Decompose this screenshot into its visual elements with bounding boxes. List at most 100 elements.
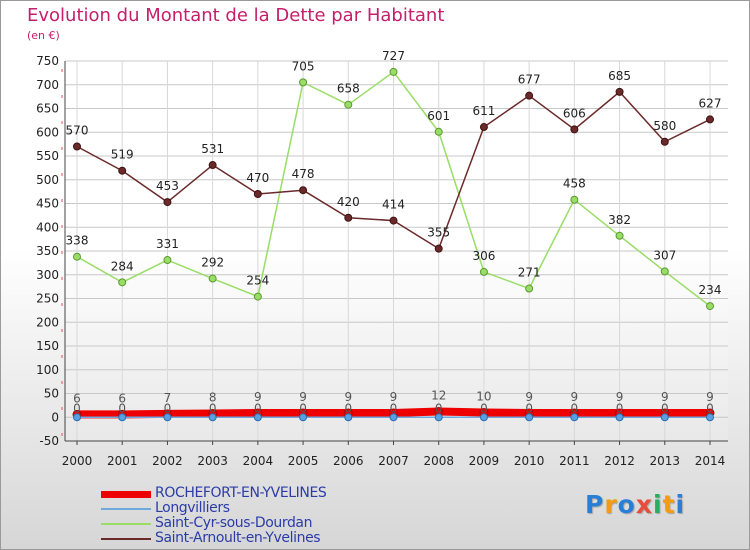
data-point-saint-cyr-sous-dourdan (163, 256, 172, 265)
legend-label-rochefort: ROCHEFORT-EN-YVELINES (155, 485, 327, 501)
data-label-saint-cyr-sous-dourdan: 705 (292, 59, 315, 73)
data-label-saint-arnoult-en-yvelines: 355 (427, 226, 450, 240)
data-label-saint-cyr-sous-dourdan: 458 (563, 177, 586, 191)
data-label-saint-cyr-sous-dourdan: 254 (246, 274, 269, 288)
data-label-longvilliers: 0 (73, 401, 81, 415)
legend-label-saint-cyr: Saint-Cyr-sous-Dourdan (155, 515, 313, 531)
data-point-saint-cyr-sous-dourdan (73, 252, 81, 261)
logo-letter: P (585, 490, 605, 519)
data-point-saint-arnoult-en-yvelines (615, 87, 624, 96)
data-label-saint-cyr-sous-dourdan: 727 (382, 49, 405, 63)
x-tick-label: 2011 (559, 454, 590, 468)
y-tick-label: 700 (36, 78, 59, 92)
data-label-saint-arnoult-en-yvelines: 580 (653, 119, 676, 133)
legend-swatch-saint-cyr (101, 523, 151, 525)
data-label-rochefort-en-yvelines: 9 (299, 390, 307, 404)
data-point-saint-cyr-sous-dourdan (615, 231, 624, 240)
data-label-saint-arnoult-en-yvelines: 453 (156, 179, 179, 193)
logo-letter: i (675, 490, 686, 519)
logo-letter: x (635, 490, 653, 519)
data-point-saint-arnoult-en-yvelines (208, 161, 217, 170)
data-label-saint-arnoult-en-yvelines: 531 (201, 142, 224, 156)
data-point-longvilliers (208, 413, 217, 422)
data-label-saint-arnoult-en-yvelines: 478 (292, 167, 315, 181)
data-point-saint-arnoult-en-yvelines (434, 244, 443, 253)
data-label-saint-arnoult-en-yvelines: 685 (608, 69, 631, 83)
x-tick-label: 2006 (333, 454, 364, 468)
data-label-longvilliers: 0 (254, 401, 262, 415)
data-point-longvilliers (660, 413, 669, 422)
y-tick-label: 0 (51, 410, 59, 424)
data-label-saint-arnoult-en-yvelines: 414 (382, 198, 405, 212)
data-point-longvilliers (570, 413, 579, 422)
x-tick-label: 2004 (243, 454, 274, 468)
data-point-saint-arnoult-en-yvelines (163, 198, 172, 207)
data-label-longvilliers: 0 (661, 401, 669, 415)
y-tick-label: 750 (36, 54, 59, 68)
series-lines (72, 67, 715, 422)
data-point-longvilliers (344, 413, 353, 422)
data-label-saint-arnoult-en-yvelines: 627 (699, 96, 722, 110)
chart-subtitle: (en €) (27, 29, 60, 42)
data-label-longvilliers: 0 (390, 401, 398, 415)
data-label-rochefort-en-yvelines: 6 (73, 391, 81, 405)
y-tick-label: 600 (36, 125, 59, 139)
logo-letter: o (617, 490, 636, 519)
data-label-rochefort-en-yvelines: 8 (209, 390, 217, 404)
data-label-rochefort-en-yvelines: 7 (164, 391, 172, 405)
data-label-rochefort-en-yvelines: 9 (706, 390, 714, 404)
data-point-saint-arnoult-en-yvelines (570, 125, 579, 134)
y-tick-label: -50 (39, 434, 59, 448)
data-point-saint-cyr-sous-dourdan (660, 267, 669, 276)
data-point-longvilliers (479, 413, 488, 422)
data-point-saint-arnoult-en-yvelines (299, 186, 308, 195)
data-point-longvilliers (389, 413, 398, 422)
x-tick-label: 2013 (650, 454, 681, 468)
legend-label-saint-arnoult: Saint-Arnoult-en-Yvelines (155, 530, 321, 546)
data-label-longvilliers: 0 (299, 401, 307, 415)
data-point-saint-cyr-sous-dourdan (706, 302, 714, 311)
data-label-saint-arnoult-en-yvelines: 611 (472, 104, 495, 118)
data-label-longvilliers: 0 (435, 401, 443, 415)
data-point-saint-arnoult-en-yvelines (479, 123, 488, 132)
data-label-longvilliers: 0 (706, 401, 714, 415)
data-label-saint-arnoult-en-yvelines: 420 (337, 195, 360, 209)
x-tick-label: 2014 (695, 454, 726, 468)
y-tick-label: 50 (44, 387, 59, 401)
data-point-saint-cyr-sous-dourdan (525, 284, 534, 293)
axes: -500501001502002503003504004505005506006… (36, 54, 728, 468)
data-label-saint-cyr-sous-dourdan: 292 (201, 256, 224, 270)
y-tick-label: 400 (36, 220, 59, 234)
chart-title: Evolution du Montant de la Dette par Hab… (27, 5, 445, 26)
x-tick-label: 2010 (514, 454, 545, 468)
data-label-saint-arnoult-en-yvelines: 570 (66, 124, 89, 138)
x-tick-label: 2012 (604, 454, 635, 468)
data-point-saint-cyr-sous-dourdan (208, 274, 217, 283)
legend-swatch-saint-arnoult (101, 538, 151, 540)
data-label-rochefort-en-yvelines: 9 (390, 390, 398, 404)
x-tick-label: 2001 (107, 454, 138, 468)
data-label-rochefort-en-yvelines: 9 (616, 390, 624, 404)
grid (65, 60, 728, 442)
legend-swatch-longvilliers (101, 508, 151, 510)
data-point-longvilliers (73, 413, 81, 422)
data-point-saint-cyr-sous-dourdan (299, 78, 308, 87)
data-label-longvilliers: 0 (344, 401, 352, 415)
data-point-saint-arnoult-en-yvelines (253, 190, 262, 198)
data-point-saint-arnoult-en-yvelines (706, 115, 714, 124)
y-tick-label: 300 (36, 268, 59, 282)
data-labels: 6 6 7 8 9 9 9 9 12 10 9 9 9 9 90 0 0 0 0 0 0 0 0 0 0 0 0 0 033828433… (66, 49, 722, 415)
x-tick-label: 2009 (469, 454, 500, 468)
data-label-saint-arnoult-en-yvelines: 519 (111, 148, 134, 162)
y-tick-label: 450 (36, 197, 59, 211)
logo-letter: r (604, 490, 618, 519)
data-label-saint-cyr-sous-dourdan: 382 (608, 213, 631, 227)
data-label-saint-cyr-sous-dourdan: 307 (653, 248, 676, 262)
y-tick-label: 650 (36, 102, 59, 116)
data-point-saint-cyr-sous-dourdan (118, 278, 127, 287)
data-label-saint-cyr-sous-dourdan: 338 (66, 234, 89, 248)
data-point-longvilliers (118, 413, 127, 422)
proxiti-logo: Proxiti (585, 490, 685, 519)
legend-label-longvilliers: Longvilliers (155, 500, 230, 516)
